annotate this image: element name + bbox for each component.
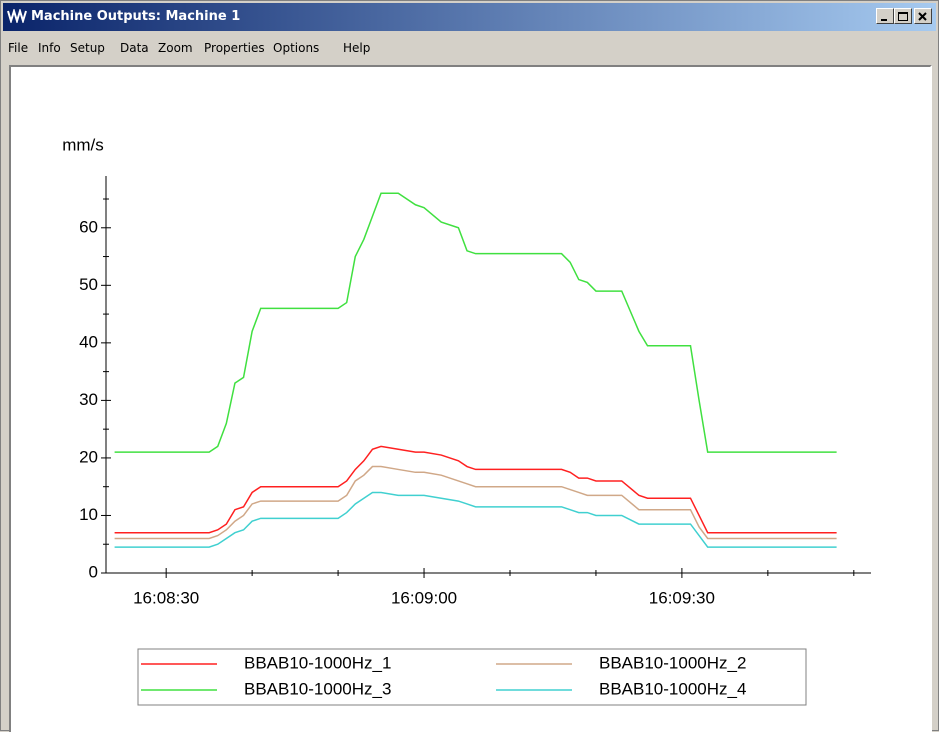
app-icon [7, 9, 27, 23]
menu-item[interactable]: Options [273, 41, 320, 55]
window-title: Machine Outputs: Machine 1 [31, 9, 241, 24]
y-tick-label: 0 [89, 562, 98, 581]
menu-bar: File Info Setup Data Zoom Properties Options He… [3, 35, 936, 61]
y-tick-label: 60 [79, 217, 98, 236]
maximize-button[interactable] [894, 8, 912, 24]
y-tick-label: 20 [79, 447, 98, 466]
menu-item[interactable]: Zoom [158, 41, 193, 55]
close-button[interactable] [914, 8, 932, 24]
menu-item[interactable]: Info [38, 41, 61, 55]
legend-label: BBAB10-1000Hz_2 [599, 653, 746, 672]
x-tick-label: 16:09:00 [391, 588, 457, 607]
menu-item[interactable]: Help [343, 41, 371, 55]
data-line [114, 465, 837, 540]
menu-item[interactable]: Setup [70, 41, 105, 55]
legend-label: BBAB10-1000Hz_1 [244, 653, 391, 672]
data-line [114, 445, 837, 534]
legend-label: BBAB10-1000Hz_4 [599, 679, 746, 698]
menu-item[interactable]: Properties [204, 41, 265, 55]
legend-box [137, 648, 807, 706]
y-tick-label: 10 [79, 505, 98, 524]
minimize-button[interactable] [876, 8, 894, 24]
chart-area: mm/s 0 10 20 30 40 50 60 16:08:30 16:09:00 16:09:3… [9, 65, 932, 732]
data-line [114, 192, 837, 453]
y-tick-label: 40 [79, 332, 98, 351]
menu-item[interactable]: Data [120, 41, 149, 55]
data-line [114, 491, 837, 548]
menu-item[interactable]: File [8, 41, 29, 55]
y-tick-label: 50 [79, 275, 98, 294]
chart: mm/s 0 10 20 30 40 50 60 16:08:30 16:09:00 16:09:3… [62, 135, 871, 706]
x-tick-label: 16:08:30 [133, 588, 199, 607]
x-tick-label: 16:09:30 [649, 588, 715, 607]
title-bar: Machine Outputs: Machine 1 [3, 3, 936, 31]
y-axis-label: mm/s [62, 135, 104, 154]
y-tick-label: 30 [79, 390, 98, 409]
legend-label: BBAB10-1000Hz_3 [244, 679, 391, 698]
